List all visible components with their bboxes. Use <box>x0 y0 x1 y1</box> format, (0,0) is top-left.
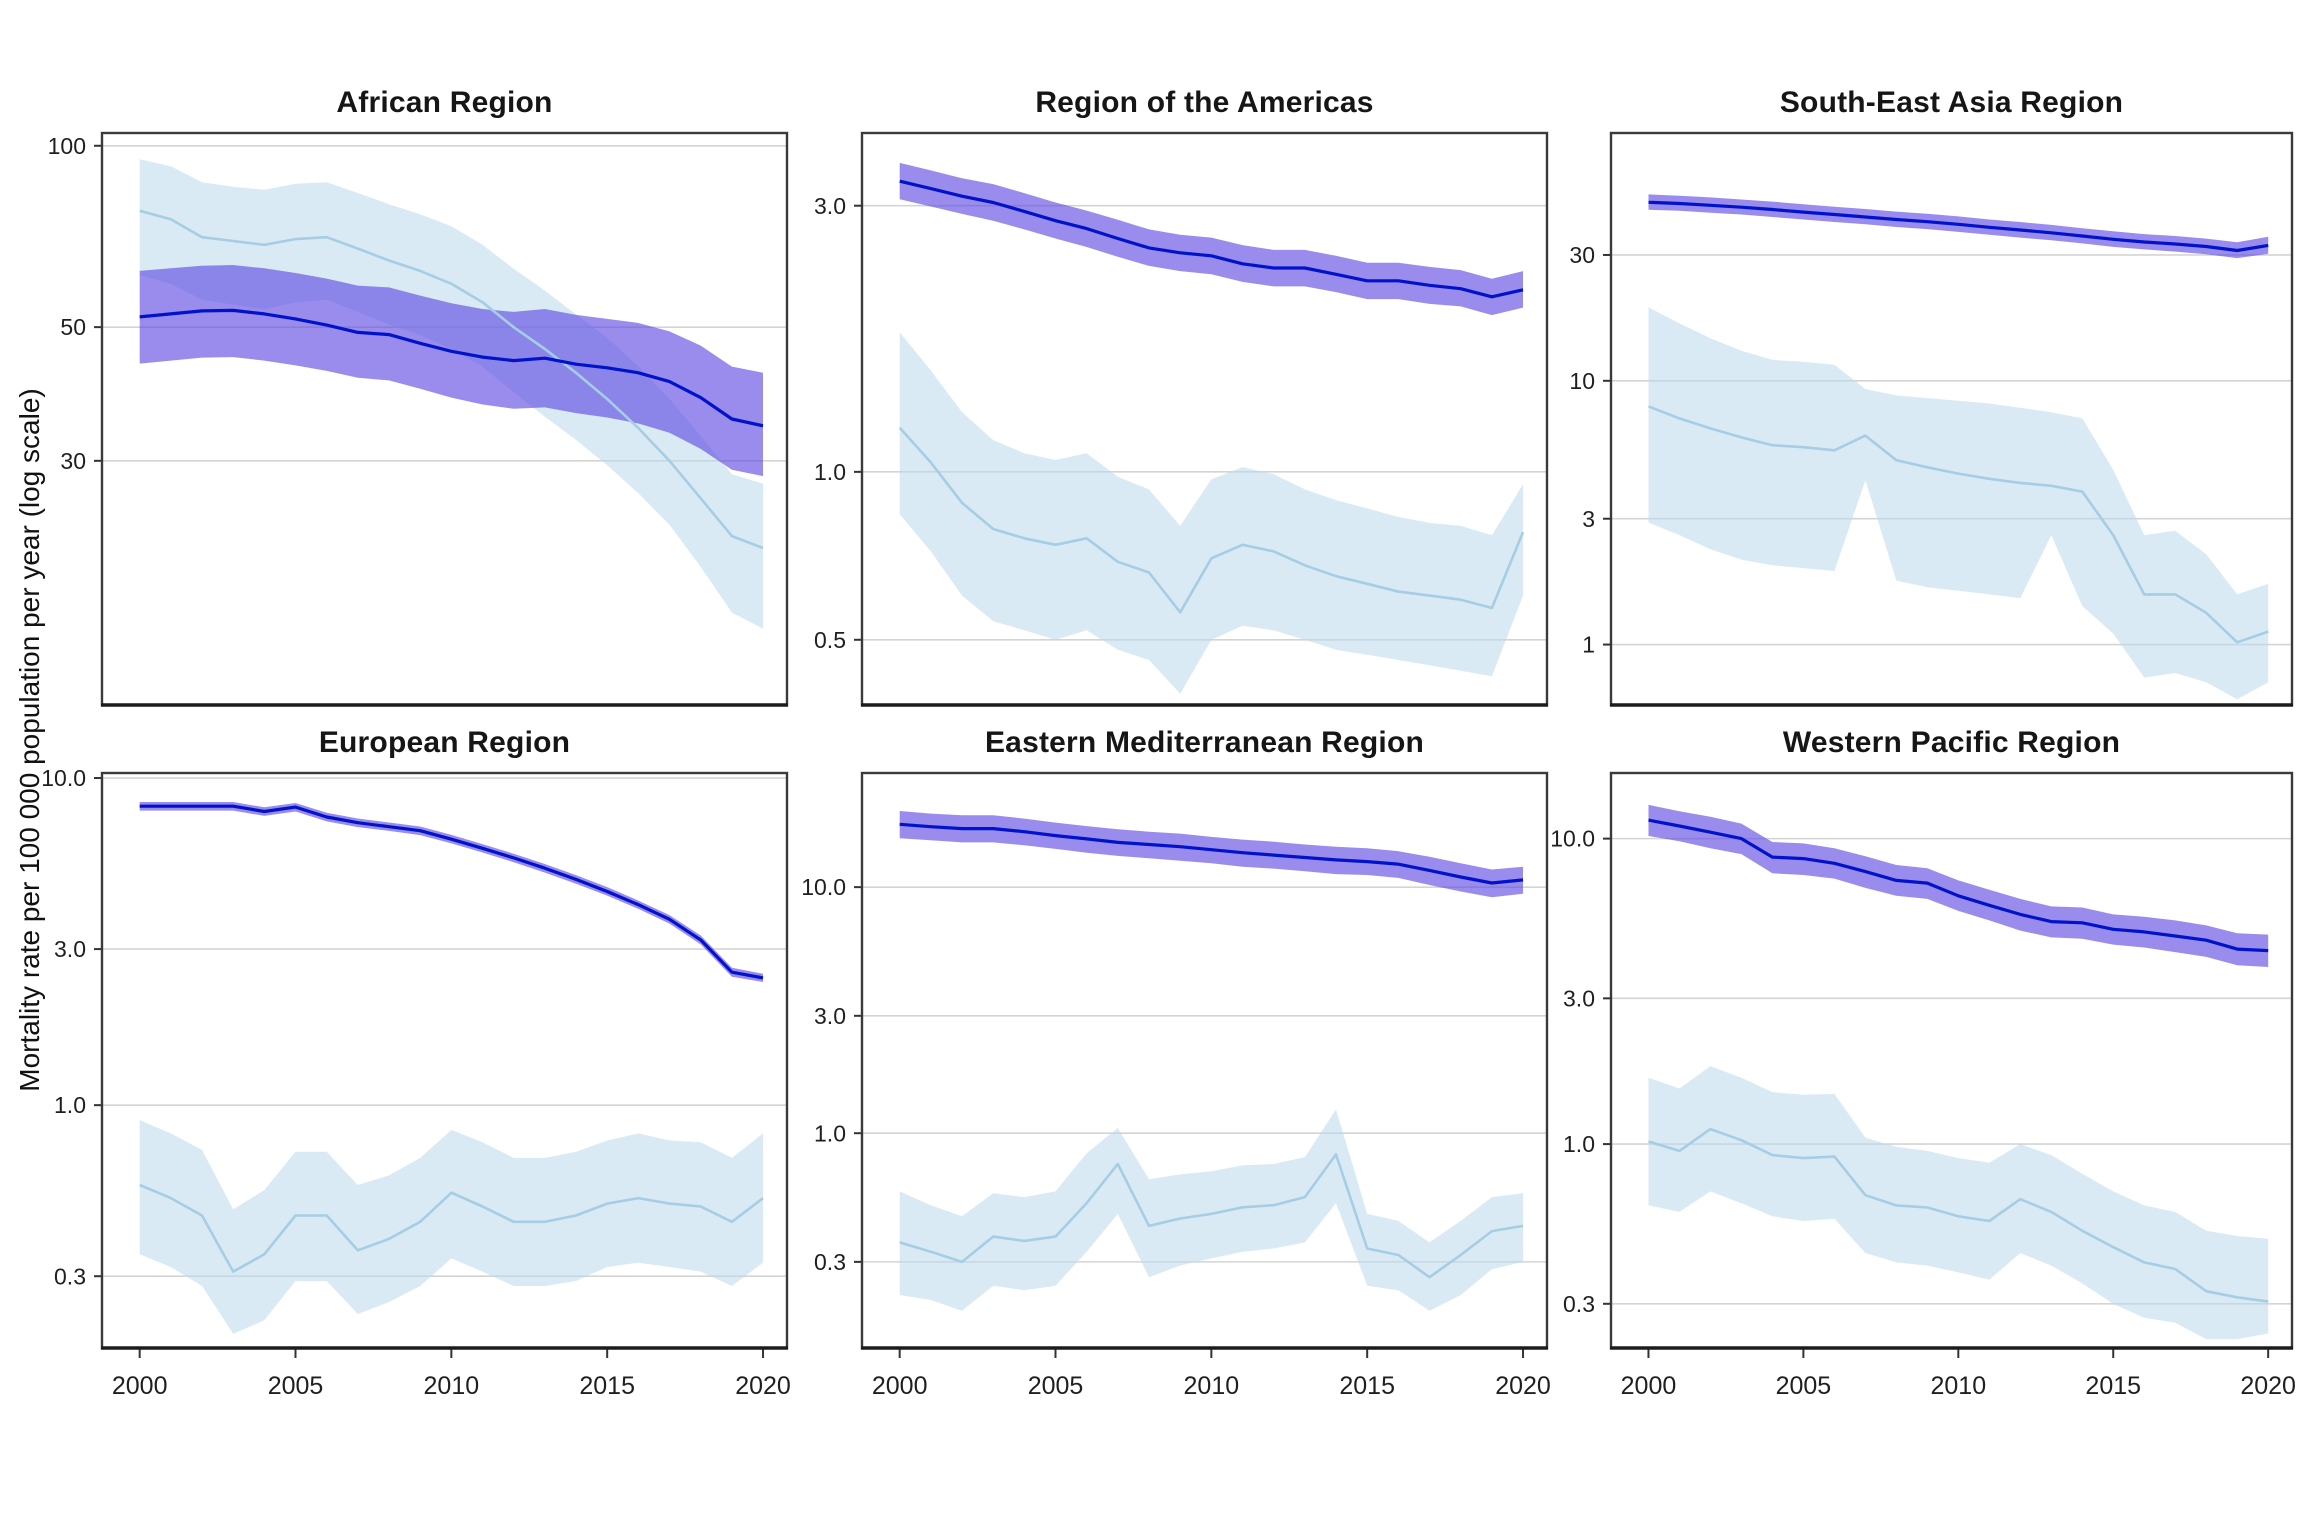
confidence-band-dark-blue <box>1648 804 2269 967</box>
confidence-band-dark-blue <box>1648 194 2269 259</box>
series-line-light-blue <box>899 1153 1524 1279</box>
confidence-band-light-blue <box>1648 1066 2269 1340</box>
y-tick-label: 10.0 <box>801 874 846 900</box>
panel-plot-african-region: 100 50 30 <box>48 131 789 707</box>
series-line-light-blue <box>139 1183 764 1273</box>
series-line-light-blue <box>898 426 1525 614</box>
panel-european-region: European Region 10.0 3.0 1.0 0.3 2000 2005 201… <box>41 726 791 1400</box>
series-layer <box>898 162 1525 694</box>
y-tick-label: 100 <box>48 133 86 159</box>
x-tick-label: 2000 <box>872 1372 928 1400</box>
series-line-dark-blue <box>139 308 764 428</box>
x-tick-label: 2000 <box>112 1372 168 1400</box>
confidence-band-dark-blue <box>899 162 1523 316</box>
x-tick-label: 2015 <box>2085 1372 2141 1400</box>
y-tick-label: 1.0 <box>1563 1131 1595 1157</box>
y-tick-label: 3.0 <box>814 193 846 219</box>
panel-title-region-of-the-americas: Region of the Americas <box>1035 86 1374 119</box>
x-tick-label: 2005 <box>1028 1372 1084 1400</box>
y-tick-label: 10 <box>1569 368 1595 394</box>
y-tick-label: 50 <box>60 314 86 340</box>
y-tick-label: 0.5 <box>814 627 846 653</box>
x-tick-label: 2020 <box>735 1372 791 1400</box>
panel-plot-european-region: 10.0 3.0 1.0 0.3 2000 2005 2010 2015 2020 <box>41 765 791 1400</box>
y-tick-label: 1.0 <box>814 1120 846 1146</box>
series-line-light-blue <box>1648 405 2269 644</box>
y-tick-label: 0.3 <box>814 1249 846 1275</box>
series-layer <box>1648 804 2269 1340</box>
x-tick-label: 2015 <box>1339 1372 1395 1400</box>
panel-eastern-mediterranean-region: Eastern Mediterranean Region 10.0 3.0 1.0 0… <box>801 726 1551 1400</box>
series-line-light-blue <box>1648 1127 2269 1303</box>
panel-plot-western-pacific-region: 10.0 3.0 1.0 0.3 2000 2005 2010 2015 2020 <box>1550 771 2296 1400</box>
series-line-dark-blue <box>899 822 1524 885</box>
y-tick-label: 1 <box>1582 632 1595 658</box>
y-tick-label: 1.0 <box>54 1092 86 1118</box>
series-layer <box>139 802 764 1334</box>
series-line-dark-blue <box>1648 818 2269 953</box>
y-tick-label: 3 <box>1582 506 1595 532</box>
y-tick-label: 3.0 <box>54 936 86 962</box>
panel-title-european-region: European Region <box>318 726 571 759</box>
y-tick-label: 3.0 <box>1563 985 1595 1011</box>
x-tick-label: 2010 <box>1930 1372 1986 1400</box>
y-tick-label: 0.3 <box>1563 1291 1595 1317</box>
confidence-band-light-blue <box>899 332 1523 694</box>
panel-title-south-east-asia-region: South-East Asia Region <box>1779 86 2124 119</box>
x-tick-label: 2000 <box>1621 1372 1677 1400</box>
panel-plot-region-of-the-americas: 3.0 1.0 0.5 <box>814 131 1549 707</box>
x-tick-label: 2015 <box>579 1372 635 1400</box>
panel-region-of-the-americas: Region of the Americas 3.0 1.0 0.5 <box>814 86 1549 707</box>
y-tick-label: 30 <box>1569 242 1595 268</box>
series-line-light-blue <box>139 209 764 550</box>
series-layer <box>899 811 1524 1311</box>
series-layer <box>1648 194 2269 700</box>
panel-south-east-asia-region: South-East Asia Region 30 10 3 1 <box>1569 86 2294 707</box>
y-tick-label: 3.0 <box>814 1003 846 1029</box>
y-tick-label: 10.0 <box>1550 826 1595 852</box>
confidence-band-dark-blue <box>899 811 1523 898</box>
x-tick-label: 2010 <box>1184 1372 1240 1400</box>
confidence-band-light-blue <box>899 1109 1523 1311</box>
y-tick-label: 1.0 <box>814 459 846 485</box>
panel-plot-south-east-asia-region: 30 10 3 1 <box>1569 131 2294 707</box>
panel-plot-eastern-mediterranean-region: 10.0 3.0 1.0 0.3 2000 2005 2010 2015 2020 <box>801 771 1551 1400</box>
panel-western-pacific-region: Western Pacific Region 10.0 3.0 1.0 0.3 2000… <box>1550 726 2296 1400</box>
confidence-band-light-blue <box>139 1120 763 1334</box>
x-tick-label: 2020 <box>2240 1372 2296 1400</box>
confidence-band-light-blue <box>1648 307 2269 700</box>
panel-title-western-pacific-region: Western Pacific Region <box>1782 726 2121 759</box>
series-line-dark-blue <box>1648 200 2269 253</box>
y-axis-label: Mortality rate per 100 000 population pe… <box>14 388 45 1092</box>
panel-african-region: African Region 100 50 30 <box>48 86 789 707</box>
x-tick-label: 2020 <box>1495 1372 1551 1400</box>
y-tick-label: 10.0 <box>41 765 86 791</box>
series-layer <box>139 159 764 629</box>
series-line-dark-blue <box>139 804 764 980</box>
x-tick-label: 2005 <box>268 1372 324 1400</box>
y-tick-label: 30 <box>60 448 86 474</box>
series-line-dark-blue <box>899 179 1524 299</box>
panel-title-eastern-mediterranean-region: Eastern Mediterranean Region <box>984 726 1425 759</box>
x-tick-label: 2005 <box>1776 1372 1832 1400</box>
y-tick-label: 0.3 <box>54 1263 86 1289</box>
x-tick-label: 2010 <box>424 1372 480 1400</box>
panel-title-african-region: African Region <box>336 86 553 119</box>
